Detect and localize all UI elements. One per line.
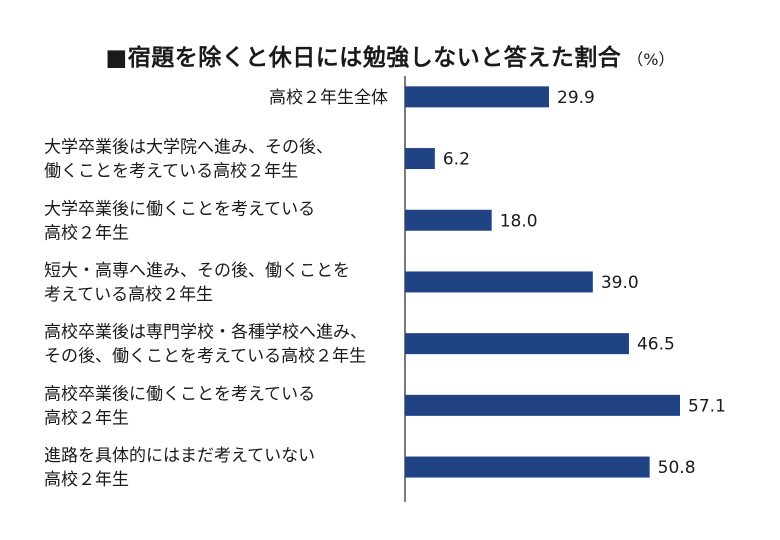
value-label: 50.8 [658,458,696,478]
bar [405,86,550,108]
bar [405,456,650,478]
category-label: 高校２年生 [44,223,129,243]
category-label: 高校卒業後は専門学校・各種学校へ進み、 [44,323,367,343]
category-label: 高校２年生全体 [269,88,388,108]
value-label: 57.1 [688,396,726,416]
category-label: 考えている高校２年生 [44,285,213,305]
category-label: 進路を具体的にはまだ考えていない [44,446,315,466]
unit-label: （%） [627,50,675,69]
bar [405,333,629,355]
category-label: 短大・高専へ進み、その後、働くことを [44,261,350,281]
value-label: 29.9 [557,88,595,108]
bar [405,271,593,293]
chart-title: ■宿題を除くと休日には勉強しないと答えた割合 [105,45,622,71]
bar [405,209,492,231]
chart-title-row: ■宿題を除くと休日には勉強しないと答えた割合 （%） [0,38,780,72]
category-label: 高校２年生 [44,470,129,490]
category-label: 大学卒業後は大学院へ進み、その後、 [44,138,333,158]
bar [405,394,680,416]
bar [405,148,435,170]
value-label: 46.5 [637,335,675,355]
category-label: 高校卒業後に働くことを考えている [44,384,315,404]
value-label: 18.0 [500,211,538,231]
category-label: 高校２年生 [44,408,129,428]
value-label: 6.2 [443,150,470,170]
value-label: 39.0 [601,273,639,293]
category-label: 働くことを考えている高校２年生 [44,162,298,182]
category-label: 大学卒業後に働くことを考えている [44,199,315,219]
category-label: その後、働くことを考えている高校２年生 [44,347,366,367]
